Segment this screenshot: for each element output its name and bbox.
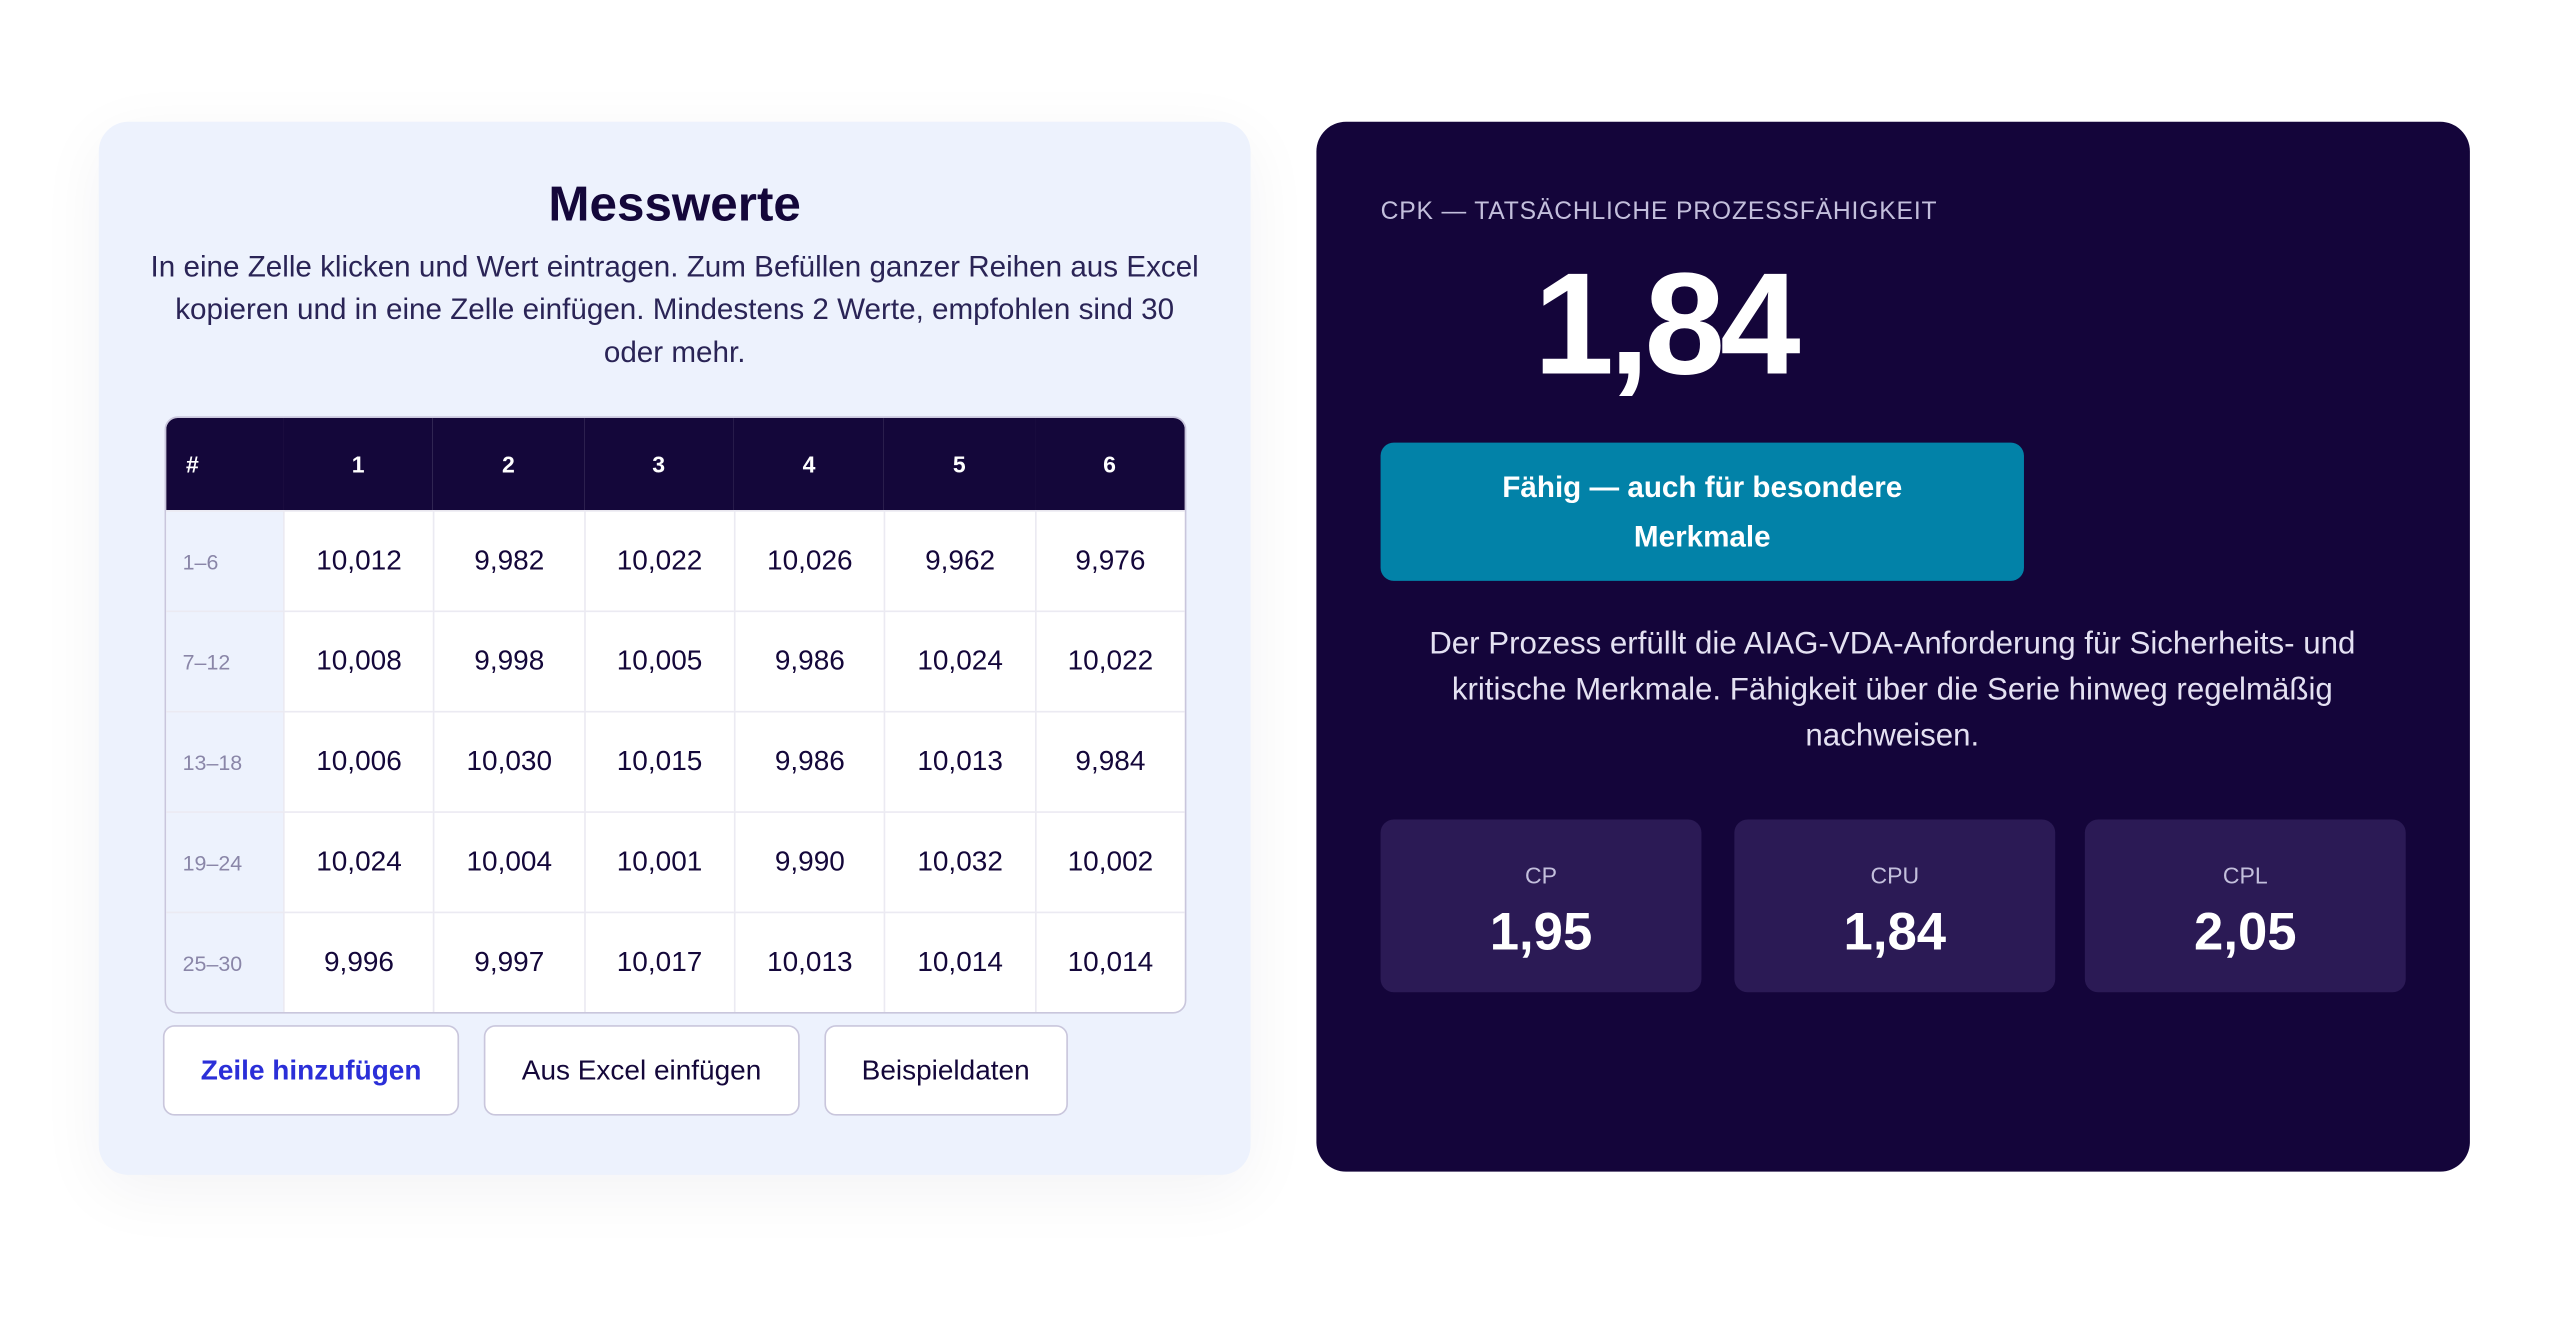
value-cell[interactable]: 10,022: [1034, 610, 1185, 711]
value-cell[interactable]: 10,002: [1034, 811, 1185, 912]
table-row: 25–30 9,996 9,997 10,017 10,013 10,014 10,014: [166, 911, 1185, 1012]
action-button[interactable]: Zeile hinzufügen: [162, 1025, 460, 1116]
value-cell[interactable]: 9,962: [884, 510, 1035, 611]
value-cell[interactable]: 10,012: [283, 510, 434, 611]
metric-value: 2,05: [2194, 901, 2297, 961]
value-cell[interactable]: 10,005: [583, 610, 734, 711]
table-row: 7–12 10,008 9,998 10,005 9,986 10,024 10,022: [166, 610, 1185, 711]
row-label: 1–6: [166, 510, 284, 611]
value-cell[interactable]: 10,014: [1034, 911, 1185, 1012]
value-cell[interactable]: 10,015: [583, 710, 734, 812]
header-cell: #: [166, 417, 284, 511]
table-body: 1–6 10,012 9,982 10,022 10,026 9,962 9,976 7–12…: [166, 510, 1185, 1012]
value-cell[interactable]: 10,008: [283, 610, 434, 711]
metric-box: CPL 2,05: [2084, 819, 2406, 993]
value-cell[interactable]: 10,032: [884, 811, 1035, 912]
row-label: 13–18: [166, 710, 284, 812]
action-button[interactable]: Aus Excel einfügen: [483, 1025, 800, 1116]
table-row: 1–6 10,012 9,982 10,022 10,026 9,962 9,976: [166, 510, 1185, 611]
metric-box: CP 1,95: [1380, 819, 1702, 993]
value-cell[interactable]: 9,986: [733, 710, 885, 812]
value-cell[interactable]: 10,004: [433, 811, 584, 912]
metric-label: CPL: [2222, 862, 2268, 889]
header-cell: 6: [1034, 417, 1185, 511]
row-label: 25–30: [166, 911, 284, 1012]
metric-label: CP: [1524, 862, 1558, 889]
metric-box: CPU 1,84: [1734, 819, 2056, 993]
value-cell[interactable]: 9,982: [433, 510, 584, 611]
header-cell: 4: [733, 417, 885, 511]
value-cell[interactable]: 10,024: [884, 610, 1035, 711]
result-label: CPK — TATSÄCHLICHE PROZESSFÄHIGKEIT: [1380, 197, 1938, 226]
value-cell[interactable]: 10,014: [884, 911, 1035, 1012]
value-cell[interactable]: 9,996: [283, 911, 434, 1012]
value-cell[interactable]: 9,986: [733, 610, 885, 711]
value-cell[interactable]: 9,984: [1034, 710, 1185, 812]
metric-value: 1,95: [1489, 901, 1593, 961]
result-description: Der Prozess erfüllt die AIAG-VDA-Anforde…: [1429, 626, 2356, 754]
table-row: 19–24 10,024 10,004 10,001 9,990 10,032 10,002: [166, 811, 1185, 912]
value-cell[interactable]: 10,024: [283, 811, 434, 912]
value-cell[interactable]: 10,022: [583, 510, 734, 611]
value-cell[interactable]: 10,017: [583, 911, 734, 1012]
metric-value: 1,84: [1843, 901, 1947, 961]
button-row: Zeile hinzufügen Aus Excel einfügen Beispi…: [162, 1025, 1068, 1116]
value-cell[interactable]: 10,030: [433, 710, 584, 812]
status-badge: Fähig — auch für besondere Merkmale: [1380, 442, 2024, 581]
result-card: CPK — TATSÄCHLICHE PROZESSFÄHIGKEIT 1,84…: [1316, 121, 2470, 1172]
header-cell: 1: [283, 417, 434, 511]
card-title: Messwerte: [548, 177, 801, 233]
data-table: #1 2 3 4 5 6 1–6 10,012 9,982 10,022 10,026 9,962 9,…: [164, 416, 1187, 1014]
value-cell[interactable]: 10,001: [583, 811, 734, 912]
value-cell[interactable]: 9,997: [433, 911, 584, 1012]
result-value: 1,84: [1533, 241, 1801, 405]
header-row: #1 2 3 4 5 6: [166, 417, 1185, 511]
value-cell[interactable]: 9,990: [733, 811, 885, 912]
value-cell[interactable]: 10,026: [733, 510, 885, 611]
value-cell[interactable]: 10,013: [884, 710, 1035, 812]
metric-label: CPU: [1870, 862, 1920, 889]
table-row: 13–18 10,006 10,030 10,015 9,986 10,013 9,984: [166, 710, 1185, 812]
action-button[interactable]: Beispieldaten: [823, 1025, 1068, 1116]
value-cell[interactable]: 9,976: [1034, 510, 1185, 611]
value-cell[interactable]: 10,006: [283, 710, 434, 812]
row-label: 7–12: [166, 610, 284, 711]
header-cell: 2: [433, 417, 584, 511]
input-card: Messwerte In eine Zelle klicken und Wert…: [98, 121, 1251, 1175]
value-cell[interactable]: 9,998: [433, 610, 584, 711]
value-cell[interactable]: 10,013: [733, 911, 885, 1012]
row-label: 19–24: [166, 811, 284, 912]
description: In eine Zelle klicken und Wert eintragen…: [150, 250, 1199, 369]
header-cell: 3: [583, 417, 734, 511]
header-cell: 5: [884, 417, 1035, 511]
